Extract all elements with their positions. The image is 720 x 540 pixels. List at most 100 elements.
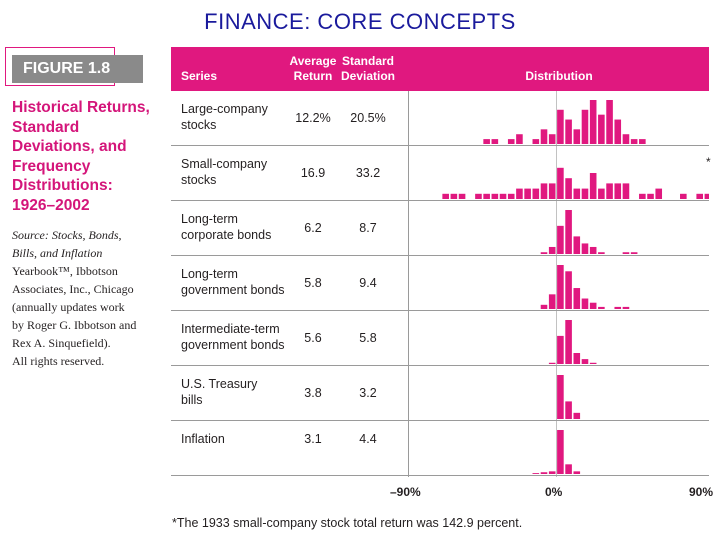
- histogram-bar: [540, 129, 548, 144]
- histogram-bar: [540, 304, 548, 309]
- series-name: Small-company stocks: [181, 156, 291, 188]
- series-name-line: bills: [181, 393, 203, 407]
- standard-deviation-value: 9.4: [359, 276, 377, 290]
- header-standard-deviation-line: Deviation: [340, 69, 395, 83]
- histogram-bar: [532, 139, 540, 144]
- histogram-bar: [491, 193, 499, 199]
- series-name-line: stocks: [181, 173, 217, 187]
- figure-label: FIGURE 1.8: [12, 55, 143, 83]
- axis-label-zero: 0%: [545, 485, 563, 499]
- histogram-bar: [557, 167, 564, 199]
- histogram-bar: [622, 183, 630, 199]
- axis-label-min: –90%: [390, 485, 421, 499]
- slide-title: FINANCE: CORE CONCEPTS: [204, 9, 516, 34]
- series-name-line: government bonds: [181, 338, 285, 352]
- small-company-asterisk: *: [706, 155, 711, 169]
- distribution-chart: [442, 91, 709, 477]
- histogram-bar: [442, 193, 449, 199]
- figure-title-line: Historical Returns,: [12, 99, 150, 116]
- figure-title-line: 1926–2002: [12, 196, 90, 214]
- histogram-bar: [565, 464, 572, 474]
- table-row: Intermediate-term government bonds 5.6 5.8: [171, 311, 709, 366]
- histogram-bar: [647, 193, 654, 199]
- histogram-bar: [573, 188, 581, 199]
- histogram-bar: [581, 298, 589, 309]
- series-name-line: Small-company: [181, 157, 268, 171]
- average-return-value: 5.8: [304, 276, 322, 290]
- average-return-value: 5.6: [304, 331, 322, 345]
- average-return-value: 6.2: [304, 221, 322, 235]
- histogram-bar: [630, 252, 638, 254]
- histogram-bar: [548, 246, 556, 254]
- table-header: Series Average Return Standard Deviation…: [171, 47, 709, 91]
- histogram-bar: [598, 252, 605, 254]
- histogram-bar: [622, 306, 630, 309]
- histogram-bar: [540, 183, 548, 199]
- histogram-bar: [598, 188, 605, 199]
- figure-title-line: Frequency: [12, 157, 91, 175]
- histogram-bar: [614, 306, 622, 309]
- histogram-bar: [548, 294, 556, 309]
- standard-deviation-value: 8.7: [359, 221, 377, 235]
- histogram-bar: [557, 225, 564, 254]
- histogram-bar: [565, 178, 572, 199]
- histogram-bar: [516, 188, 523, 199]
- average-return-value: 3.1: [304, 432, 322, 446]
- table-row: Long-term government bonds 5.8 9.4: [171, 256, 709, 311]
- table-row: Small-company stocks 16.9 33.2: [171, 146, 709, 201]
- histogram-bar: [540, 472, 548, 474]
- histogram-bar: [565, 210, 572, 254]
- histogram-bar: [573, 129, 581, 144]
- histogram-series: [557, 375, 581, 419]
- average-return-value: 16.9: [300, 166, 326, 180]
- histogram-bar: [696, 193, 703, 199]
- histogram-bar: [483, 193, 490, 199]
- average-return-value: 3.8: [304, 386, 322, 400]
- column-divider: [408, 91, 409, 477]
- figure-source-line: Associates, Inc., Chicago: [12, 282, 134, 296]
- histogram-bar: [573, 353, 581, 364]
- series-name: Large-company stocks: [181, 101, 291, 133]
- histogram-bar: [483, 139, 490, 144]
- header-average-return: Average Return: [283, 54, 343, 84]
- histogram-series: [540, 210, 638, 254]
- histogram-bar: [532, 473, 540, 474]
- footnote: *The 1933 small-company stock total retu…: [172, 516, 522, 530]
- histogram-bar: [548, 183, 556, 199]
- standard-deviation-value: 4.4: [359, 432, 377, 446]
- figure-source-line: All rights reserved.: [12, 354, 105, 368]
- series-name-line: government bonds: [181, 283, 285, 297]
- series-name-line: Long-term: [181, 267, 238, 281]
- histogram-bar: [598, 306, 605, 309]
- histogram-bar: [639, 139, 646, 144]
- histogram-bar: [565, 401, 572, 419]
- histogram-series: [548, 320, 597, 364]
- series-name-line: corporate bonds: [181, 228, 272, 242]
- table-row: Long-term corporate bonds 6.2 8.7: [171, 201, 709, 256]
- histogram-bar: [606, 183, 613, 199]
- histogram-bar: [639, 193, 646, 199]
- histogram-bar: [589, 100, 597, 144]
- histogram-bar: [499, 193, 507, 199]
- histogram-series: [540, 265, 630, 309]
- average-return-value: 12.2%: [295, 111, 331, 125]
- histogram-bar: [614, 119, 622, 144]
- histogram-bar: [516, 134, 523, 144]
- series-name-line: stocks: [181, 118, 217, 132]
- histogram-bar: [655, 188, 663, 199]
- histogram-bar: [622, 252, 630, 254]
- histogram-bar: [581, 188, 589, 199]
- histogram-bar: [557, 335, 564, 364]
- figure-title-line: Distributions:: [12, 177, 113, 194]
- series-name-line: Long-term: [181, 212, 238, 226]
- histogram-bar: [573, 236, 581, 254]
- histogram-bar: [598, 114, 605, 144]
- series-name: Long-term government bonds: [181, 266, 291, 298]
- figure-source: Source: Stocks, Bonds, Bills, and Inflati…: [12, 226, 162, 370]
- figure-source-line: by Roger G. Ibbotson and: [12, 318, 137, 332]
- footnote-text: *The 1933 small-company stock total retu…: [172, 516, 523, 530]
- histogram-bar: [589, 362, 597, 364]
- standard-deviation-value: 3.2: [359, 386, 377, 400]
- header-series: Series: [181, 69, 218, 83]
- figure-title: Historical Returns, Standard Deviations,…: [12, 98, 162, 215]
